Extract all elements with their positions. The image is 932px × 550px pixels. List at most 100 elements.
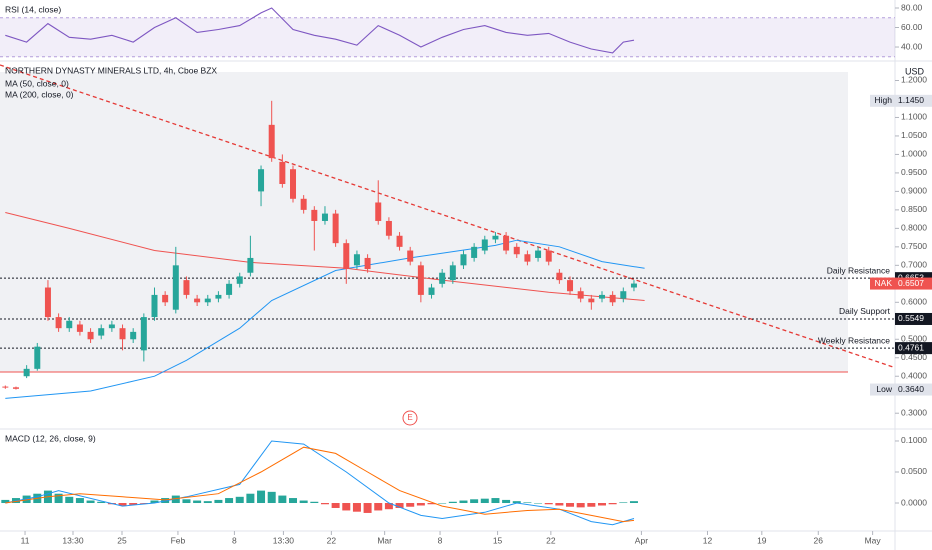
histogram-bar	[129, 503, 138, 505]
candle-body	[194, 298, 201, 303]
histogram-bar	[235, 496, 244, 504]
y-tick-label: 0.7000	[901, 260, 927, 270]
candle-body	[268, 124, 275, 159]
level-value: 0.5549	[898, 313, 924, 323]
histogram-bar	[139, 503, 148, 504]
earnings-label[interactable]: E	[407, 413, 412, 422]
x-tick-label: Feb	[171, 535, 186, 545]
x-tick-label: 11	[21, 535, 30, 545]
candle-body	[151, 294, 158, 318]
histogram-bar	[566, 503, 575, 507]
candle-body	[226, 283, 233, 295]
level-name: Daily Support	[839, 306, 891, 316]
y-tick-label: 0.4000	[901, 370, 927, 380]
histogram-bar	[352, 503, 361, 512]
candle-body	[588, 298, 595, 303]
candle-body	[385, 220, 392, 236]
chart-title: NORTHERN DYNASTY MINERALS LTD, 4h, Cboe …	[5, 65, 217, 75]
candle-body	[321, 213, 328, 221]
candle-body	[481, 239, 488, 251]
x-tick-label: Mar	[377, 535, 392, 545]
candle-body	[258, 169, 265, 192]
candle-body	[428, 287, 435, 295]
histogram-bar	[438, 503, 447, 504]
level-badge	[895, 342, 932, 355]
y-tick-label: 1.2000	[901, 75, 927, 85]
candle-body	[87, 331, 94, 340]
candle-body	[598, 294, 605, 299]
histogram-bar	[395, 503, 404, 508]
price-badge	[870, 277, 932, 290]
candle-body	[215, 294, 222, 299]
candle-body	[567, 280, 574, 292]
y-tick-label: 0.9500	[901, 167, 927, 177]
histogram-bar	[534, 503, 543, 504]
x-tick-label: 12	[703, 535, 713, 545]
pane-title: RSI (14, close)	[5, 4, 61, 14]
candle-body	[44, 287, 51, 318]
line-series	[5, 212, 645, 301]
pane-title: MACD (12, 26, close, 9)	[5, 433, 96, 443]
histogram-bar	[86, 500, 95, 504]
candle-body	[130, 331, 137, 340]
histogram-bar	[576, 503, 585, 508]
line-series	[5, 239, 645, 399]
x-tick-label: 19	[757, 535, 767, 545]
candle-body	[609, 294, 616, 303]
histogram-bar	[182, 499, 191, 504]
histogram-bar	[448, 501, 457, 504]
x-tick-label: Apr	[635, 535, 648, 545]
rsi-band	[0, 17, 895, 57]
level-value: 0.6653	[898, 272, 924, 282]
candle-body	[332, 213, 339, 244]
earnings-icon[interactable]	[402, 410, 418, 426]
y-tick-label: 0.3000	[901, 407, 927, 417]
candle-body	[407, 250, 414, 262]
candle-body	[140, 317, 147, 351]
histogram-bar	[384, 503, 393, 510]
histogram-bar	[512, 501, 521, 504]
price-name: High	[875, 95, 893, 105]
x-tick-label: 8	[438, 535, 443, 545]
candle-body	[503, 235, 510, 251]
histogram-bar	[1, 499, 10, 504]
histogram-bar	[193, 500, 202, 504]
histogram-bar	[491, 498, 500, 504]
histogram-bar	[480, 498, 489, 504]
x-tick-label: 26	[814, 535, 824, 545]
histogram-bar	[459, 500, 468, 504]
histogram-bar	[619, 502, 628, 504]
y-tick-label: 1.1000	[901, 112, 927, 122]
candle-body	[300, 198, 307, 210]
histogram-bar	[225, 498, 234, 504]
candle-body	[460, 254, 467, 266]
histogram-bar	[555, 503, 564, 506]
candle-body	[492, 235, 499, 240]
candle-body	[343, 243, 350, 270]
histogram-bar	[203, 501, 212, 504]
x-tick-label: 13:30	[273, 535, 295, 545]
y-tick-label: 60.00	[901, 22, 923, 32]
candle-body	[172, 265, 179, 310]
y-tick-label: 0.7500	[901, 241, 927, 251]
x-tick-label: 8	[232, 535, 237, 545]
candle-body	[204, 298, 211, 303]
histogram-bar	[544, 503, 553, 505]
y-tick-label: 1.0000	[901, 149, 927, 159]
price-value: 0.3640	[898, 384, 924, 394]
histogram-bar	[629, 501, 638, 504]
legend-entry: MA (50, close, 0)	[5, 78, 69, 88]
histogram-bar	[427, 503, 436, 505]
histogram-bar	[608, 503, 617, 505]
histogram-bar	[257, 490, 266, 504]
candle-body	[524, 254, 531, 262]
histogram-bar	[118, 503, 127, 506]
price-badge	[870, 94, 932, 107]
candle-body	[66, 320, 73, 329]
x-tick-label: 25	[117, 535, 127, 545]
candle-body	[311, 209, 318, 221]
histogram-bar	[331, 503, 340, 508]
candle-body	[12, 387, 19, 389]
histogram-bar	[214, 499, 223, 504]
